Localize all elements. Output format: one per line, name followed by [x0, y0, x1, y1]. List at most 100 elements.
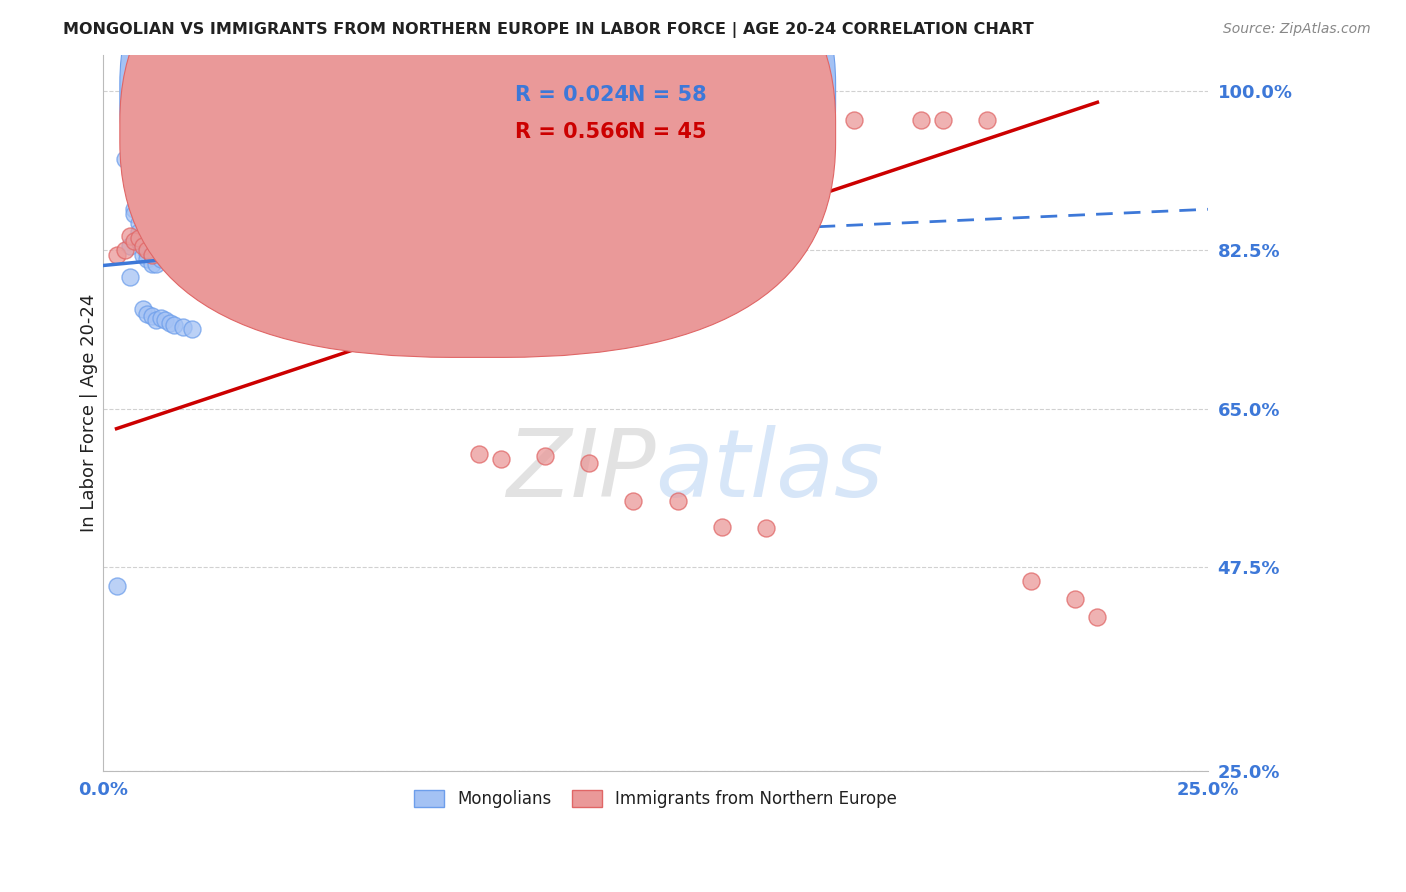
Point [211, 268, 233, 282]
Point [132, 229, 155, 244]
Point [233, 277, 256, 291]
Point [202, 204, 225, 219]
Point [141, 257, 163, 271]
Point [844, 113, 866, 128]
Y-axis label: In Labor Force | Age 20-24: In Labor Force | Age 20-24 [80, 294, 98, 533]
Point [128, 231, 150, 245]
Point [180, 322, 202, 336]
Point [163, 211, 186, 226]
Point [799, 113, 821, 128]
Point [666, 494, 689, 508]
Point [159, 255, 181, 269]
Point [167, 249, 190, 263]
Text: N = 45: N = 45 [628, 122, 707, 142]
Point [128, 225, 150, 239]
Point [132, 238, 155, 252]
Point [145, 229, 167, 244]
Point [246, 184, 269, 198]
Text: R = 0.566: R = 0.566 [515, 122, 630, 142]
Point [153, 313, 176, 327]
Point [149, 311, 172, 326]
Point [172, 320, 194, 334]
Point [122, 234, 145, 248]
Point [149, 243, 172, 257]
Point [423, 213, 446, 227]
Point [136, 245, 159, 260]
Point [132, 247, 155, 261]
FancyBboxPatch shape [120, 0, 835, 320]
Point [180, 210, 202, 224]
Text: MONGOLIAN VS IMMIGRANTS FROM NORTHERN EUROPE IN LABOR FORCE | AGE 20-24 CORRELAT: MONGOLIAN VS IMMIGRANTS FROM NORTHERN EU… [63, 22, 1033, 38]
Point [128, 234, 150, 248]
Point [105, 247, 128, 261]
Point [172, 257, 194, 271]
Point [215, 270, 238, 285]
Point [163, 318, 186, 333]
Point [118, 238, 141, 252]
Text: Source: ZipAtlas.com: Source: ZipAtlas.com [1223, 22, 1371, 37]
Point [118, 270, 141, 285]
Point [149, 252, 172, 267]
Point [122, 202, 145, 217]
Point [145, 247, 167, 261]
Point [380, 204, 402, 219]
Point [910, 113, 932, 128]
Point [153, 252, 176, 267]
Point [141, 240, 163, 254]
Point [153, 247, 176, 261]
Point [136, 252, 159, 267]
Text: ZIP: ZIP [506, 425, 655, 516]
Point [118, 229, 141, 244]
Point [215, 202, 238, 217]
Point [225, 275, 247, 289]
Point [136, 234, 159, 248]
Legend: Mongolians, Immigrants from Northern Europe: Mongolians, Immigrants from Northern Eur… [406, 782, 905, 817]
Point [145, 257, 167, 271]
Point [159, 220, 181, 235]
Point [578, 456, 600, 470]
Point [976, 113, 998, 128]
Point [163, 252, 186, 267]
Point [163, 247, 186, 261]
Point [202, 266, 225, 280]
Point [314, 186, 336, 200]
Point [132, 236, 155, 251]
Point [1019, 574, 1042, 588]
Point [446, 216, 468, 230]
FancyBboxPatch shape [429, 66, 744, 169]
Point [114, 243, 136, 257]
Point [176, 255, 198, 269]
Point [180, 257, 202, 271]
Point [172, 213, 194, 227]
Point [136, 306, 159, 320]
Point [184, 259, 207, 273]
Point [136, 236, 159, 251]
Point [149, 234, 172, 248]
Point [401, 210, 423, 224]
Text: R = 0.024: R = 0.024 [515, 85, 630, 104]
Point [357, 198, 380, 212]
Point [136, 243, 159, 257]
Point [194, 261, 217, 276]
Point [335, 188, 357, 202]
Point [1087, 610, 1109, 624]
Point [141, 236, 163, 251]
Point [623, 494, 645, 508]
Text: atlas: atlas [655, 425, 884, 516]
Point [145, 243, 167, 257]
Point [141, 247, 163, 261]
Point [710, 519, 733, 533]
Point [136, 240, 159, 254]
Point [145, 313, 167, 327]
Point [291, 182, 314, 196]
Point [149, 233, 172, 247]
Text: N = 58: N = 58 [628, 85, 707, 104]
Point [132, 231, 155, 245]
Point [141, 247, 163, 261]
Point [141, 310, 163, 324]
Point [128, 216, 150, 230]
FancyBboxPatch shape [120, 0, 835, 358]
Point [932, 113, 955, 128]
Point [122, 207, 145, 221]
Point [468, 447, 491, 461]
